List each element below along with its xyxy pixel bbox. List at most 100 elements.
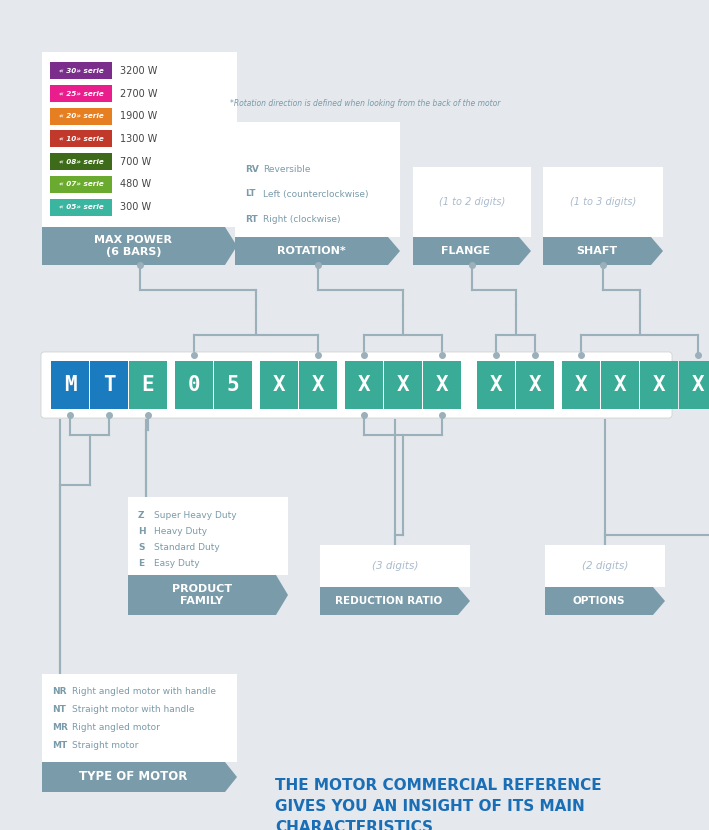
Text: (1 to 2 digits): (1 to 2 digits) bbox=[439, 197, 505, 207]
Text: FLANGE: FLANGE bbox=[442, 246, 491, 256]
Polygon shape bbox=[235, 237, 400, 265]
Polygon shape bbox=[320, 587, 470, 615]
Polygon shape bbox=[128, 575, 288, 615]
Text: TYPE OF MOTOR: TYPE OF MOTOR bbox=[79, 770, 188, 784]
FancyBboxPatch shape bbox=[50, 154, 112, 170]
Text: X: X bbox=[575, 375, 587, 395]
Text: 700 W: 700 W bbox=[120, 157, 151, 167]
Text: X: X bbox=[653, 375, 665, 395]
FancyBboxPatch shape bbox=[129, 361, 167, 409]
Polygon shape bbox=[545, 587, 665, 615]
Text: « 10» serie: « 10» serie bbox=[59, 136, 104, 142]
FancyBboxPatch shape bbox=[50, 198, 112, 216]
Text: E: E bbox=[138, 559, 144, 568]
Text: E: E bbox=[142, 375, 155, 395]
FancyBboxPatch shape bbox=[50, 62, 112, 80]
Text: 1900 W: 1900 W bbox=[120, 111, 157, 121]
Text: ROTATION*: ROTATION* bbox=[277, 246, 346, 256]
Text: X: X bbox=[397, 375, 409, 395]
FancyBboxPatch shape bbox=[41, 352, 672, 418]
Text: Right angled motor: Right angled motor bbox=[72, 724, 160, 733]
Text: 480 W: 480 W bbox=[120, 179, 151, 189]
Text: (1 to 3 digits): (1 to 3 digits) bbox=[570, 197, 636, 207]
FancyBboxPatch shape bbox=[42, 674, 237, 762]
Text: Straight motor: Straight motor bbox=[72, 741, 138, 750]
Text: 300 W: 300 W bbox=[120, 203, 151, 212]
Text: « 05» serie: « 05» serie bbox=[59, 204, 104, 210]
Text: Standard Duty: Standard Duty bbox=[154, 543, 220, 551]
FancyBboxPatch shape bbox=[477, 361, 515, 409]
FancyBboxPatch shape bbox=[128, 497, 288, 575]
Text: X: X bbox=[490, 375, 502, 395]
Text: THE MOTOR COMMERCIAL REFERENCE
GIVES YOU AN INSIGHT OF ITS MAIN
CHARACTERISTICS: THE MOTOR COMMERCIAL REFERENCE GIVES YOU… bbox=[275, 778, 602, 830]
FancyBboxPatch shape bbox=[50, 176, 112, 193]
Text: M: M bbox=[64, 375, 77, 395]
Text: H: H bbox=[138, 526, 145, 535]
FancyBboxPatch shape bbox=[50, 130, 112, 148]
FancyBboxPatch shape bbox=[320, 545, 470, 587]
FancyBboxPatch shape bbox=[423, 361, 461, 409]
FancyBboxPatch shape bbox=[90, 361, 128, 409]
Text: « 08» serie: « 08» serie bbox=[59, 159, 104, 164]
Text: RT: RT bbox=[245, 214, 258, 223]
FancyBboxPatch shape bbox=[345, 361, 383, 409]
FancyBboxPatch shape bbox=[51, 361, 89, 409]
Text: NT: NT bbox=[52, 706, 66, 715]
Polygon shape bbox=[543, 237, 663, 265]
FancyBboxPatch shape bbox=[516, 361, 554, 409]
Text: « 30» serie: « 30» serie bbox=[59, 68, 104, 74]
Text: LT: LT bbox=[245, 189, 255, 198]
Text: Z: Z bbox=[138, 510, 145, 520]
Text: REDUCTION RATIO: REDUCTION RATIO bbox=[335, 596, 442, 606]
Text: 3200 W: 3200 W bbox=[120, 66, 157, 76]
Text: MR: MR bbox=[52, 724, 68, 733]
FancyBboxPatch shape bbox=[640, 361, 678, 409]
Text: 0: 0 bbox=[188, 375, 201, 395]
Text: S: S bbox=[138, 543, 145, 551]
FancyBboxPatch shape bbox=[299, 361, 337, 409]
Text: X: X bbox=[436, 375, 448, 395]
Text: X: X bbox=[529, 375, 541, 395]
Text: RV: RV bbox=[245, 164, 259, 173]
FancyBboxPatch shape bbox=[545, 545, 665, 587]
Text: « 07» serie: « 07» serie bbox=[59, 182, 104, 188]
Text: Left (counterclockwise): Left (counterclockwise) bbox=[263, 189, 369, 198]
Text: Right (clockwise): Right (clockwise) bbox=[263, 214, 340, 223]
FancyBboxPatch shape bbox=[42, 52, 237, 227]
Polygon shape bbox=[413, 237, 531, 265]
Text: 5: 5 bbox=[227, 375, 240, 395]
Text: X: X bbox=[273, 375, 285, 395]
Text: X: X bbox=[614, 375, 626, 395]
Text: MT: MT bbox=[52, 741, 67, 750]
Text: MAX POWER
(6 BARS): MAX POWER (6 BARS) bbox=[94, 235, 172, 256]
Text: Super Heavy Duty: Super Heavy Duty bbox=[154, 510, 237, 520]
FancyBboxPatch shape bbox=[50, 85, 112, 102]
Text: T: T bbox=[103, 375, 116, 395]
Text: X: X bbox=[692, 375, 704, 395]
FancyBboxPatch shape bbox=[601, 361, 639, 409]
Text: *Rotation direction is defined when looking from the back of the motor: *Rotation direction is defined when look… bbox=[230, 100, 501, 109]
Text: (3 digits): (3 digits) bbox=[372, 561, 418, 571]
FancyBboxPatch shape bbox=[679, 361, 709, 409]
Polygon shape bbox=[42, 227, 237, 265]
FancyBboxPatch shape bbox=[235, 122, 400, 237]
FancyBboxPatch shape bbox=[214, 361, 252, 409]
Text: (2 digits): (2 digits) bbox=[582, 561, 628, 571]
Text: Reversible: Reversible bbox=[263, 164, 311, 173]
FancyBboxPatch shape bbox=[384, 361, 422, 409]
Text: 1300 W: 1300 W bbox=[120, 134, 157, 144]
Text: PRODUCT
FAMILY: PRODUCT FAMILY bbox=[172, 584, 232, 606]
Text: « 25» serie: « 25» serie bbox=[59, 90, 104, 96]
Text: « 20» serie: « 20» serie bbox=[59, 113, 104, 120]
Text: X: X bbox=[357, 375, 370, 395]
Text: SHAFT: SHAFT bbox=[576, 246, 618, 256]
FancyBboxPatch shape bbox=[413, 167, 531, 237]
FancyBboxPatch shape bbox=[543, 167, 663, 237]
Text: Straight motor with handle: Straight motor with handle bbox=[72, 706, 194, 715]
Polygon shape bbox=[42, 762, 237, 792]
Text: NR: NR bbox=[52, 687, 67, 696]
Text: X: X bbox=[312, 375, 324, 395]
FancyBboxPatch shape bbox=[260, 361, 298, 409]
FancyBboxPatch shape bbox=[50, 108, 112, 124]
Text: Heavy Duty: Heavy Duty bbox=[154, 526, 207, 535]
